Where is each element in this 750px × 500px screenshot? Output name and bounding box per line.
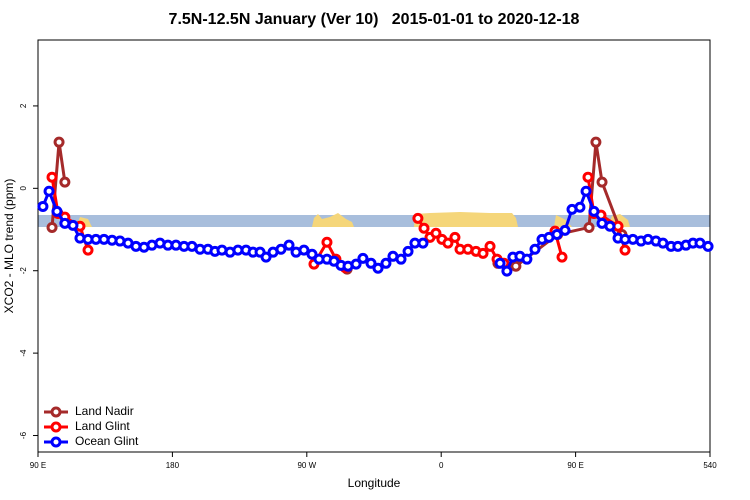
reference-band [38,215,710,227]
x-axis-label: Longitude [348,476,401,490]
legend-marker [50,406,62,418]
land-area [312,213,354,227]
data-point [449,231,461,243]
data-point [260,251,272,263]
data-point [580,185,592,197]
y-tick-label: -2 [19,267,28,275]
data-point [590,136,602,148]
data-point [51,205,63,217]
legend-label: Land Nadir [75,404,134,418]
data-point [604,220,616,232]
legend-marker [50,421,62,433]
y-tick-label: 0 [19,186,28,191]
legend-marker [50,436,62,448]
data-point [501,265,513,277]
data-point [418,222,430,234]
data-point [412,212,424,224]
data-point [46,171,58,183]
data-point [529,243,541,255]
data-point [477,247,489,259]
x-tick-label: 90 E [30,461,46,470]
land-area [414,212,518,227]
data-point [321,236,333,248]
data-point [37,200,49,212]
x-tick-label: 90 W [297,461,316,470]
data-point [494,257,506,269]
data-point [417,237,429,249]
y-axis-label: XCO2 - MLO trend (ppm) [2,179,16,314]
data-point [350,258,362,270]
data-point [430,227,442,239]
data-point [521,253,533,265]
data-point [556,251,568,263]
data-point [357,252,369,264]
data-point [588,205,600,217]
data-point [402,245,414,257]
data-point [442,237,454,249]
data-point [82,244,94,256]
data-point [510,260,522,272]
data-point [583,221,595,233]
data-point [551,228,563,240]
y-tick-label: 2 [19,103,28,108]
data-point [574,201,586,213]
data-point [582,171,594,183]
data-point [306,248,318,260]
x-tick-label: 90 E [567,461,583,470]
x-tick-label: 540 [703,461,717,470]
data-point [59,176,71,188]
data-point [395,253,407,265]
data-point [275,243,287,255]
y-tick-label: -6 [19,431,28,439]
data-point [596,176,608,188]
y-tick-label: -4 [19,349,28,357]
legend-label: Land Glint [75,419,130,433]
background-band [38,212,710,227]
data-point [702,240,714,252]
data-point [365,257,377,269]
data-point [67,219,79,231]
data-point [298,244,310,256]
data-point [380,257,392,269]
x-tick-label: 180 [166,461,180,470]
data-point [559,224,571,236]
data-point [46,221,58,233]
data-point [619,244,631,256]
x-tick-label: 0 [439,461,444,470]
chart-title: 7.5N-12.5N January (Ver 10) 2015-01-01 t… [169,11,580,28]
data-point [484,240,496,252]
legend-label: Ocean Glint [75,434,139,448]
data-point [43,185,55,197]
data-point [53,136,65,148]
data-point [372,262,384,274]
data-point [283,239,295,251]
